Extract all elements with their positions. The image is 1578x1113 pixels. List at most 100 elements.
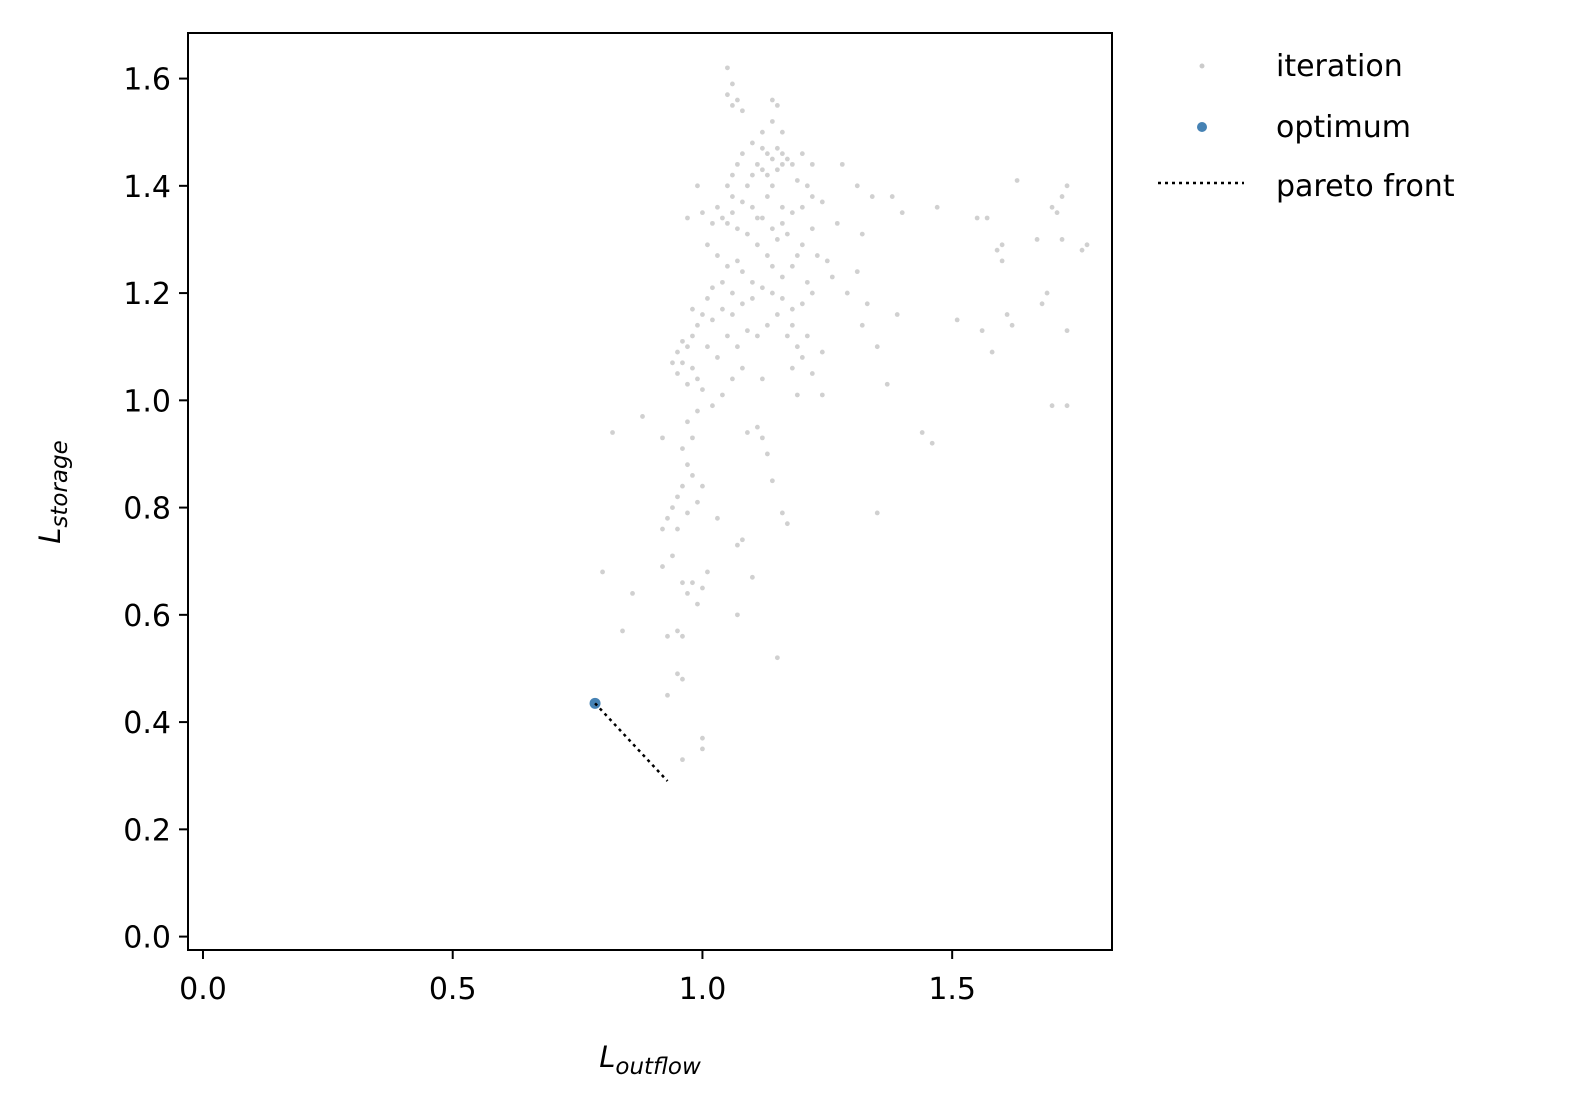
x-axis-label-sub: outflow — [615, 1054, 701, 1080]
iteration-point — [720, 306, 725, 312]
iteration-point — [690, 333, 695, 339]
iteration-point — [749, 204, 755, 210]
iteration-point — [685, 419, 690, 425]
iteration-point — [725, 263, 730, 269]
iteration-point — [764, 151, 770, 157]
iteration-point — [744, 231, 750, 237]
iteration-point — [680, 338, 685, 344]
iteration-point — [740, 301, 745, 307]
iteration-point — [660, 435, 665, 441]
iteration-point — [824, 258, 830, 264]
y-axis-label: Lstorage — [33, 440, 73, 544]
iteration-point — [999, 258, 1005, 264]
iteration-point — [705, 242, 710, 248]
iteration-point — [1059, 194, 1065, 199]
iteration-point — [864, 301, 870, 307]
iteration-point — [934, 204, 940, 210]
iteration-point — [730, 194, 735, 199]
iteration-point — [889, 194, 895, 199]
iteration-point — [764, 451, 770, 457]
iteration-point — [779, 220, 785, 226]
y-tick-label: 0.4 — [123, 706, 171, 741]
iteration-point — [1059, 237, 1065, 242]
iteration-point — [685, 344, 690, 350]
iteration-point — [789, 210, 795, 216]
iteration-point — [839, 161, 845, 167]
iteration-point — [700, 387, 705, 393]
iteration-point — [929, 440, 935, 446]
iteration-point — [680, 446, 685, 451]
iteration-point — [794, 178, 800, 183]
iteration-point — [685, 381, 690, 387]
iteration-point — [854, 269, 860, 275]
iteration-point — [710, 317, 715, 323]
iteration-point — [759, 167, 765, 173]
iteration-point — [680, 757, 685, 763]
iteration-point — [799, 301, 805, 307]
iteration-point — [974, 215, 980, 221]
iteration-point — [764, 322, 770, 328]
iteration-point — [1054, 210, 1060, 216]
iteration-point — [725, 220, 730, 226]
iteration-point — [680, 360, 685, 366]
iteration-point — [735, 542, 740, 548]
iteration-point — [774, 312, 780, 317]
iteration-point — [660, 564, 665, 569]
iteration-point — [779, 151, 785, 157]
iteration-point — [730, 102, 735, 108]
plot-frame — [187, 32, 1113, 951]
iteration-point — [735, 97, 740, 103]
iteration-point — [1044, 290, 1050, 296]
iteration-point — [789, 365, 795, 371]
iteration-point — [735, 161, 740, 167]
iteration-point — [859, 231, 865, 237]
legend-pareto-front-label: pareto front — [1276, 169, 1455, 204]
iteration-point — [759, 376, 765, 382]
iteration-point — [774, 167, 780, 173]
iteration-point — [749, 296, 755, 301]
iteration-point — [764, 172, 770, 178]
iteration-point — [620, 628, 625, 634]
iteration-point — [700, 735, 705, 741]
scatter-points — [589, 65, 1090, 763]
iteration-point — [715, 253, 720, 258]
x-axis-ticks: 0.0 0.5 1.0 1.5 — [179, 950, 976, 1007]
iteration-point — [754, 242, 760, 248]
iteration-point — [749, 574, 755, 580]
iteration-point — [779, 510, 785, 516]
iteration-point — [814, 253, 820, 258]
legend-optimum-marker — [1197, 122, 1207, 132]
iteration-point — [680, 633, 685, 639]
iteration-point — [690, 435, 695, 441]
iteration-point — [1039, 301, 1045, 307]
iteration-point — [675, 371, 680, 376]
iteration-point — [715, 355, 720, 360]
iteration-point — [779, 204, 785, 210]
iteration-point — [680, 483, 685, 489]
iteration-point — [809, 161, 815, 167]
iteration-point — [725, 333, 730, 339]
y-axis-label-base: L — [33, 528, 67, 544]
iteration-point — [725, 92, 730, 98]
iteration-point — [705, 569, 710, 575]
iteration-point — [744, 430, 750, 435]
iteration-point — [894, 312, 900, 317]
iteration-point — [764, 194, 770, 199]
iteration-point — [809, 290, 815, 296]
iteration-point — [1064, 328, 1070, 334]
iteration-point — [854, 183, 860, 189]
iteration-point — [799, 355, 805, 360]
iteration-point — [705, 296, 710, 301]
iteration-point — [954, 317, 960, 323]
legend: iteration optimum pareto front — [1158, 49, 1455, 204]
iteration-point — [695, 499, 700, 505]
iteration-point — [874, 510, 880, 516]
iteration-point — [809, 194, 815, 199]
iteration-point — [874, 344, 880, 350]
iteration-point — [999, 242, 1005, 248]
iteration-point — [1064, 403, 1070, 409]
y-axis-ticks: 0.0 0.2 0.4 0.6 0.8 1.0 1.2 1.4 1.6 — [123, 63, 188, 956]
iteration-point — [680, 580, 685, 586]
iteration-point — [744, 328, 750, 334]
